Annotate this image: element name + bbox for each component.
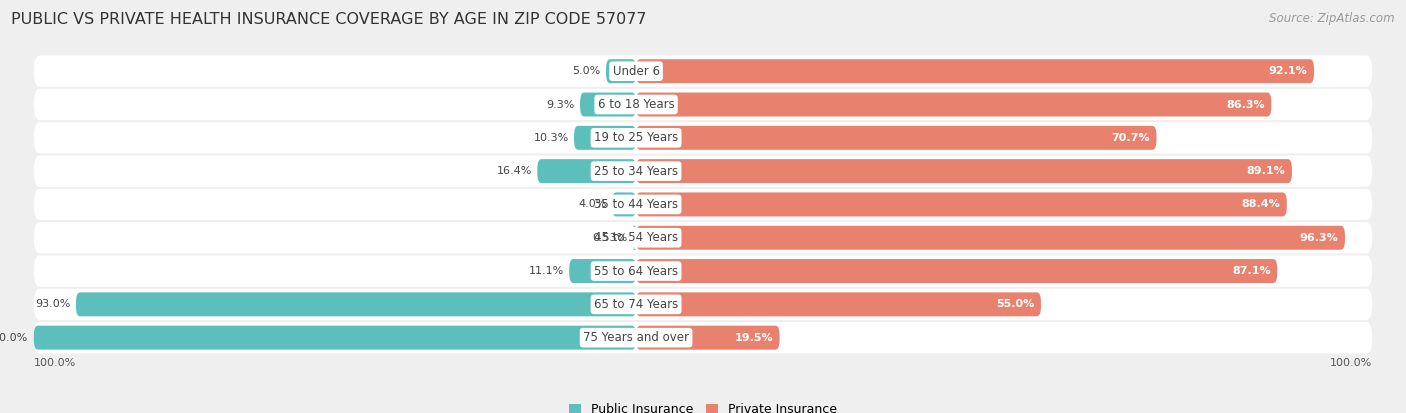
Legend: Public Insurance, Private Insurance: Public Insurance, Private Insurance: [564, 398, 842, 413]
FancyBboxPatch shape: [34, 255, 1372, 287]
Text: 0.53%: 0.53%: [592, 233, 627, 243]
Text: 6 to 18 Years: 6 to 18 Years: [598, 98, 675, 111]
FancyBboxPatch shape: [636, 159, 1292, 183]
Text: 70.7%: 70.7%: [1111, 133, 1150, 143]
Text: 65 to 74 Years: 65 to 74 Years: [593, 298, 678, 311]
Text: 19 to 25 Years: 19 to 25 Years: [593, 131, 678, 144]
FancyBboxPatch shape: [636, 226, 1346, 250]
Text: 9.3%: 9.3%: [547, 100, 575, 109]
Text: 19.5%: 19.5%: [734, 332, 773, 343]
FancyBboxPatch shape: [636, 326, 779, 350]
Text: 11.1%: 11.1%: [529, 266, 564, 276]
Text: 55 to 64 Years: 55 to 64 Years: [593, 265, 678, 278]
Text: 86.3%: 86.3%: [1226, 100, 1264, 109]
Text: Source: ZipAtlas.com: Source: ZipAtlas.com: [1270, 12, 1395, 25]
Text: 96.3%: 96.3%: [1299, 233, 1339, 243]
FancyBboxPatch shape: [612, 192, 636, 216]
Text: 10.3%: 10.3%: [533, 133, 568, 143]
Text: 45 to 54 Years: 45 to 54 Years: [593, 231, 678, 244]
Text: 100.0%: 100.0%: [34, 358, 76, 368]
FancyBboxPatch shape: [34, 56, 1372, 87]
Text: 100.0%: 100.0%: [0, 332, 28, 343]
FancyBboxPatch shape: [636, 292, 1040, 316]
Text: 35 to 44 Years: 35 to 44 Years: [593, 198, 678, 211]
FancyBboxPatch shape: [633, 226, 637, 250]
Text: 88.4%: 88.4%: [1241, 199, 1279, 209]
Text: 4.0%: 4.0%: [578, 199, 606, 209]
FancyBboxPatch shape: [636, 126, 1157, 150]
Text: 25 to 34 Years: 25 to 34 Years: [593, 165, 678, 178]
FancyBboxPatch shape: [574, 126, 636, 150]
FancyBboxPatch shape: [34, 322, 1372, 353]
Text: 87.1%: 87.1%: [1232, 266, 1271, 276]
Text: 55.0%: 55.0%: [995, 299, 1035, 309]
FancyBboxPatch shape: [34, 289, 1372, 320]
FancyBboxPatch shape: [636, 93, 1271, 116]
FancyBboxPatch shape: [34, 155, 1372, 187]
Text: PUBLIC VS PRIVATE HEALTH INSURANCE COVERAGE BY AGE IN ZIP CODE 57077: PUBLIC VS PRIVATE HEALTH INSURANCE COVER…: [11, 12, 647, 27]
FancyBboxPatch shape: [636, 259, 1277, 283]
Text: 75 Years and over: 75 Years and over: [583, 331, 689, 344]
FancyBboxPatch shape: [581, 93, 636, 116]
FancyBboxPatch shape: [76, 292, 636, 316]
FancyBboxPatch shape: [569, 259, 636, 283]
FancyBboxPatch shape: [34, 89, 1372, 120]
FancyBboxPatch shape: [636, 192, 1286, 216]
Text: 5.0%: 5.0%: [572, 66, 600, 76]
Text: 100.0%: 100.0%: [1330, 358, 1372, 368]
Text: 89.1%: 89.1%: [1247, 166, 1285, 176]
Text: 16.4%: 16.4%: [496, 166, 531, 176]
FancyBboxPatch shape: [34, 222, 1372, 254]
FancyBboxPatch shape: [34, 122, 1372, 154]
Text: 93.0%: 93.0%: [35, 299, 70, 309]
Text: 92.1%: 92.1%: [1268, 66, 1308, 76]
FancyBboxPatch shape: [606, 59, 636, 83]
Text: Under 6: Under 6: [613, 65, 659, 78]
FancyBboxPatch shape: [636, 59, 1315, 83]
FancyBboxPatch shape: [34, 326, 636, 350]
FancyBboxPatch shape: [537, 159, 636, 183]
FancyBboxPatch shape: [34, 189, 1372, 220]
